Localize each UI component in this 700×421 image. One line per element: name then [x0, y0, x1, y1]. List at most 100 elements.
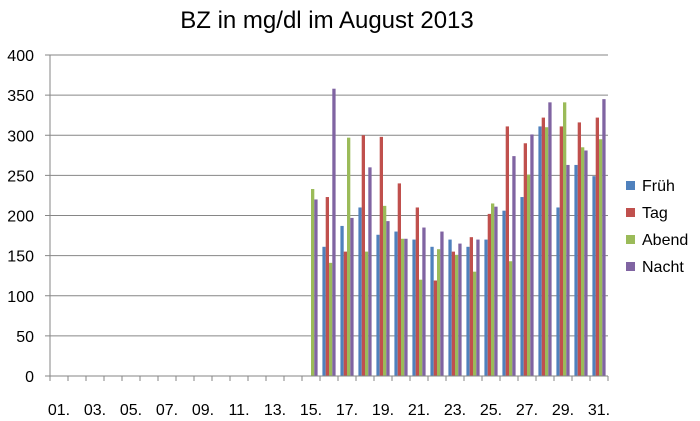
x-tick-label: 27. — [516, 402, 538, 419]
bar-abend-24 — [473, 271, 477, 376]
bar-tag-26 — [505, 126, 509, 376]
bar-abend-25 — [491, 203, 495, 376]
bar-tag-31 — [595, 117, 599, 376]
bar-abend-18 — [365, 251, 369, 376]
y-tick-label: 400 — [7, 48, 34, 65]
bar-nacht-19 — [386, 221, 390, 376]
bar-nacht-23 — [458, 243, 462, 376]
bar-frh-27 — [520, 197, 524, 376]
bar-tag-18 — [361, 135, 365, 376]
bar-frh-26 — [502, 210, 506, 376]
bar-abend-31 — [599, 139, 603, 376]
x-tick-label: 09. — [192, 402, 214, 419]
bar-frh-28 — [538, 126, 542, 376]
bar-nacht-26 — [512, 156, 516, 376]
bar-nacht-21 — [422, 227, 426, 376]
y-tick-label: 50 — [16, 329, 34, 346]
bar-nacht-27 — [530, 134, 534, 376]
bar-nacht-25 — [494, 206, 498, 376]
y-tick-label: 100 — [7, 289, 34, 306]
bar-tag-23 — [451, 251, 455, 376]
bar-tag-28 — [541, 117, 545, 376]
x-tick-label: 05. — [120, 402, 142, 419]
bar-tag-20 — [397, 183, 401, 376]
bar-frh-22 — [430, 246, 434, 376]
bar-tag-16 — [325, 197, 329, 376]
x-tick-label: 31. — [588, 402, 610, 419]
y-tick-label: 150 — [7, 249, 34, 266]
x-tick-label: 25. — [480, 402, 502, 419]
bar-tag-19 — [379, 136, 383, 376]
bar-tag-21 — [415, 207, 419, 376]
bar-abend-16 — [329, 262, 333, 376]
y-tick-label: 0 — [25, 369, 34, 386]
bar-frh-18 — [358, 207, 362, 376]
x-tick-label: 15. — [300, 402, 322, 419]
bar-frh-23 — [448, 239, 452, 376]
bar-tag-25 — [487, 213, 491, 376]
bar-frh-17 — [340, 225, 344, 376]
bar-abend-26 — [509, 261, 513, 376]
chart-title: BZ in mg/dl im August 2013 — [180, 7, 473, 34]
bar-nacht-17 — [350, 217, 354, 376]
legend-label: Abend — [642, 232, 688, 249]
bar-tag-24 — [469, 237, 473, 376]
bar-nacht-28 — [548, 102, 552, 376]
bar-frh-25 — [484, 239, 488, 376]
bar-nacht-30 — [584, 150, 588, 376]
x-tick-label: 29. — [552, 402, 574, 419]
bar-nacht-20 — [404, 238, 408, 376]
bar-abend-19 — [383, 205, 387, 376]
bar-tag-30 — [577, 122, 581, 376]
bar-abend-29 — [563, 102, 567, 376]
y-tick-label: 350 — [7, 88, 34, 105]
y-tick-label: 200 — [7, 209, 34, 226]
bar-abend-21 — [419, 279, 423, 376]
bar-frh-16 — [322, 246, 326, 376]
bar-frh-24 — [466, 246, 470, 376]
bar-abend-17 — [347, 137, 351, 376]
x-tick-label: 11. — [228, 402, 249, 419]
bar-abend-23 — [455, 254, 459, 376]
x-tick-label: 17. — [336, 402, 358, 419]
bar-nacht-16 — [332, 88, 336, 376]
bar-abend-20 — [401, 238, 405, 376]
x-tick-label: 01. — [48, 402, 70, 419]
bar-tag-29 — [559, 126, 563, 376]
bar-abend-27 — [527, 174, 531, 376]
legend-label: Früh — [642, 178, 675, 195]
bar-nacht-24 — [476, 239, 480, 376]
legend-label: Tag — [642, 205, 668, 222]
bar-abend-22 — [437, 249, 441, 376]
x-tick-label: 21. — [408, 402, 430, 419]
x-tick-label: 19. — [372, 402, 394, 419]
bar-abend-15 — [311, 189, 315, 376]
y-tick-label: 300 — [7, 128, 34, 145]
bar-frh-29 — [556, 207, 560, 376]
legend-swatch — [626, 208, 635, 217]
bar-tag-27 — [523, 143, 527, 376]
bar-nacht-29 — [566, 164, 570, 376]
legend-swatch — [626, 235, 635, 244]
bar-frh-30 — [574, 164, 578, 376]
bar-nacht-18 — [368, 167, 372, 376]
x-tick-label: 13. — [264, 402, 286, 419]
bar-abend-30 — [581, 147, 585, 376]
x-tick-label: 23. — [444, 402, 466, 419]
bar-frh-20 — [394, 231, 398, 376]
bars — [311, 88, 606, 376]
bar-frh-31 — [592, 176, 596, 376]
legend-swatch — [626, 181, 635, 190]
bar-nacht-31 — [602, 99, 606, 376]
bar-nacht-22 — [440, 231, 444, 376]
bar-frh-21 — [412, 239, 416, 376]
legend: Früh Tag Abend Nacht — [626, 178, 688, 276]
legend-swatch — [626, 262, 635, 271]
x-tick-label: 03. — [84, 402, 106, 419]
bar-nacht-15 — [314, 199, 318, 376]
bar-tag-17 — [343, 251, 347, 376]
x-tick-label: 07. — [156, 402, 178, 419]
bar-frh-19 — [376, 234, 380, 376]
bar-abend-28 — [545, 127, 549, 376]
